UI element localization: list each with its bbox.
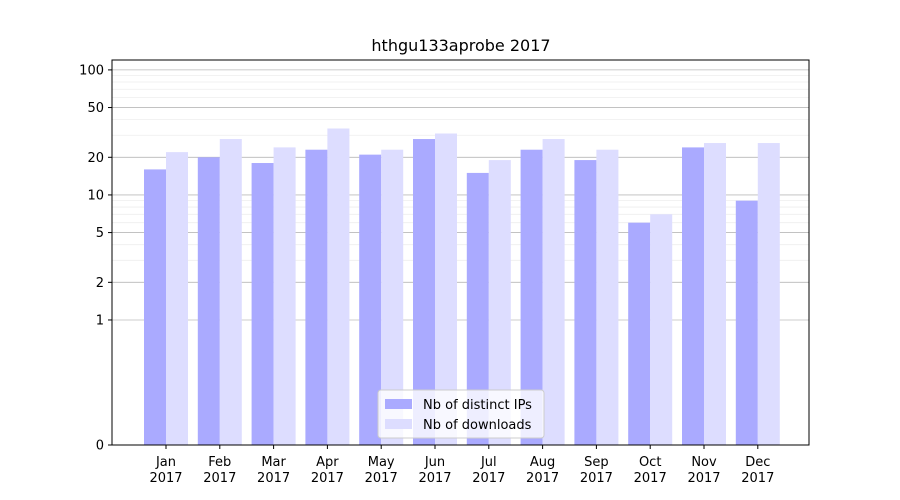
- legend-label: Nb of distinct IPs: [423, 398, 532, 413]
- legend-label: Nb of downloads: [423, 418, 532, 433]
- bar-distinct-ips-dec: [735, 200, 758, 445]
- x-tick-label-year: 2017: [149, 471, 182, 486]
- bar-distinct-ips-jun: [413, 139, 435, 445]
- x-tick-label-year: 2017: [257, 471, 290, 486]
- x-tick-label-month: Mar: [261, 455, 286, 470]
- chart-title: hthgu133aprobe 2017: [371, 36, 550, 55]
- x-tick-label-year: 2017: [526, 471, 559, 486]
- bar-distinct-ips-may: [359, 154, 382, 446]
- bar-downloads-jan: [166, 152, 188, 445]
- bar-distinct-ips-mar: [251, 163, 274, 445]
- bar-distinct-ips-sep: [574, 160, 597, 445]
- y-tick-label: 10: [87, 188, 104, 203]
- bar-downloads-dec: [757, 143, 780, 445]
- x-tick-label-year: 2017: [687, 471, 720, 486]
- bar-distinct-ips-oct: [628, 222, 651, 445]
- bar-distinct-ips-jul: [466, 172, 489, 445]
- x-tick-label-month: Dec: [745, 455, 770, 470]
- x-tick-label-year: 2017: [365, 471, 398, 486]
- y-tick-label: 1: [96, 313, 104, 328]
- x-tick-label-month: Aug: [530, 455, 555, 470]
- legend-swatch: [385, 419, 412, 429]
- bar-downloads-jun: [435, 133, 457, 445]
- bar-distinct-ips-apr: [305, 149, 328, 446]
- x-tick-label-year: 2017: [741, 471, 774, 486]
- bar-downloads-sep: [596, 149, 619, 446]
- bar-downloads-nov: [704, 143, 726, 445]
- y-tick-label: 0: [96, 439, 104, 454]
- legend-box: [377, 389, 545, 439]
- x-tick-label-month: Jun: [424, 455, 445, 470]
- y-axis: 0 1 2 5 10 20 50 100: [79, 63, 112, 454]
- bar-downloads-apr: [327, 128, 350, 445]
- y-tick-label: 5: [96, 226, 104, 241]
- x-tick-label-month: Jul: [480, 455, 497, 470]
- x-tick-label-month: May: [368, 455, 395, 470]
- x-tick-label-year: 2017: [311, 471, 344, 486]
- bar-distinct-ips-jan: [144, 169, 166, 445]
- x-tick-label-year: 2017: [580, 471, 613, 486]
- bar-distinct-ips-nov: [682, 147, 704, 446]
- bar-downloads-aug: [542, 139, 565, 445]
- bars: [144, 128, 780, 446]
- x-tick-label-month: Nov: [691, 455, 717, 470]
- x-tick-label-month: Feb: [208, 455, 231, 470]
- x-tick-label-month: Oct: [639, 455, 661, 470]
- legend: Nb of distinct IPs Nb of downloads: [377, 389, 545, 439]
- bar-downloads-may: [381, 149, 404, 446]
- x-axis: Jan2017Feb2017Mar2017Apr2017May2017Jun20…: [149, 445, 774, 486]
- bar-downloads-mar: [273, 147, 296, 446]
- y-tick-label: 2: [96, 276, 104, 291]
- x-tick-label-month: Sep: [584, 455, 609, 470]
- bar-distinct-ips-feb: [197, 157, 220, 445]
- x-tick-label-year: 2017: [203, 471, 236, 486]
- x-tick-label-year: 2017: [418, 471, 451, 486]
- bar-distinct-ips-aug: [520, 149, 543, 446]
- x-tick-label-year: 2017: [472, 471, 505, 486]
- x-tick-label-month: Jan: [155, 455, 176, 470]
- bar-downloads-oct: [650, 214, 673, 445]
- y-tick-label: 50: [87, 101, 104, 116]
- bar-downloads-feb: [219, 139, 242, 445]
- bar-downloads-jul: [488, 160, 511, 445]
- y-tick-label: 100: [79, 63, 104, 78]
- x-tick-label-month: Apr: [316, 455, 339, 470]
- x-tick-label-year: 2017: [634, 471, 667, 486]
- y-tick-label: 20: [87, 151, 104, 166]
- plot-area-frame: [111, 59, 810, 446]
- legend-swatch: [385, 399, 412, 409]
